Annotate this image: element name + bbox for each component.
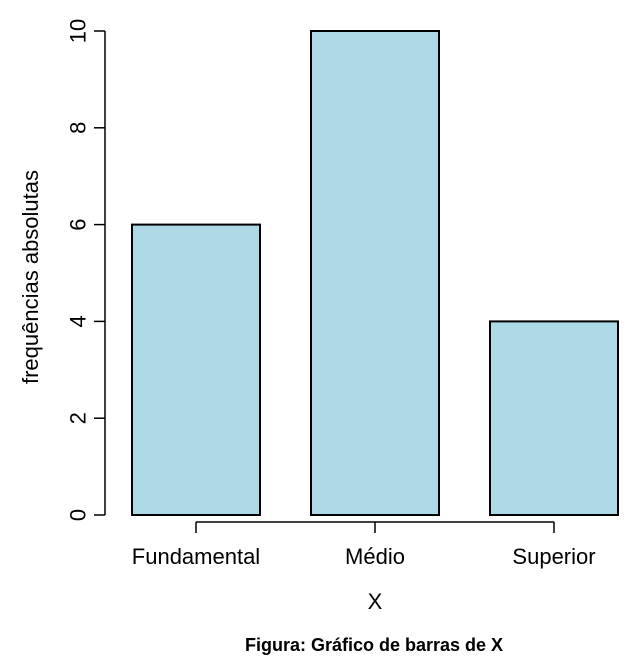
x-axis: Fundamental Médio Superior [132, 521, 596, 569]
x-tick-label: Médio [345, 544, 405, 569]
y-axis: 0 2 4 6 8 10 [66, 19, 106, 521]
x-tick-label: Fundamental [132, 544, 260, 569]
y-tick-label: 0 [66, 509, 91, 521]
y-tick-label: 8 [66, 122, 91, 134]
y-axis-title: frequências absolutas [18, 170, 43, 384]
y-tick-label: 10 [66, 19, 91, 43]
y-tick-label: 6 [66, 218, 91, 230]
y-tick-label: 4 [66, 315, 91, 327]
bar-superior [489, 320, 619, 516]
y-tick-label: 2 [66, 412, 91, 424]
bars-group [131, 30, 619, 516]
x-tick-label: Superior [512, 544, 595, 569]
bar-medio [310, 30, 440, 516]
x-axis-title: X [368, 589, 383, 614]
figure-caption: Figura: Gráfico de barras de X [245, 635, 503, 655]
bar-fundamental [131, 223, 261, 516]
